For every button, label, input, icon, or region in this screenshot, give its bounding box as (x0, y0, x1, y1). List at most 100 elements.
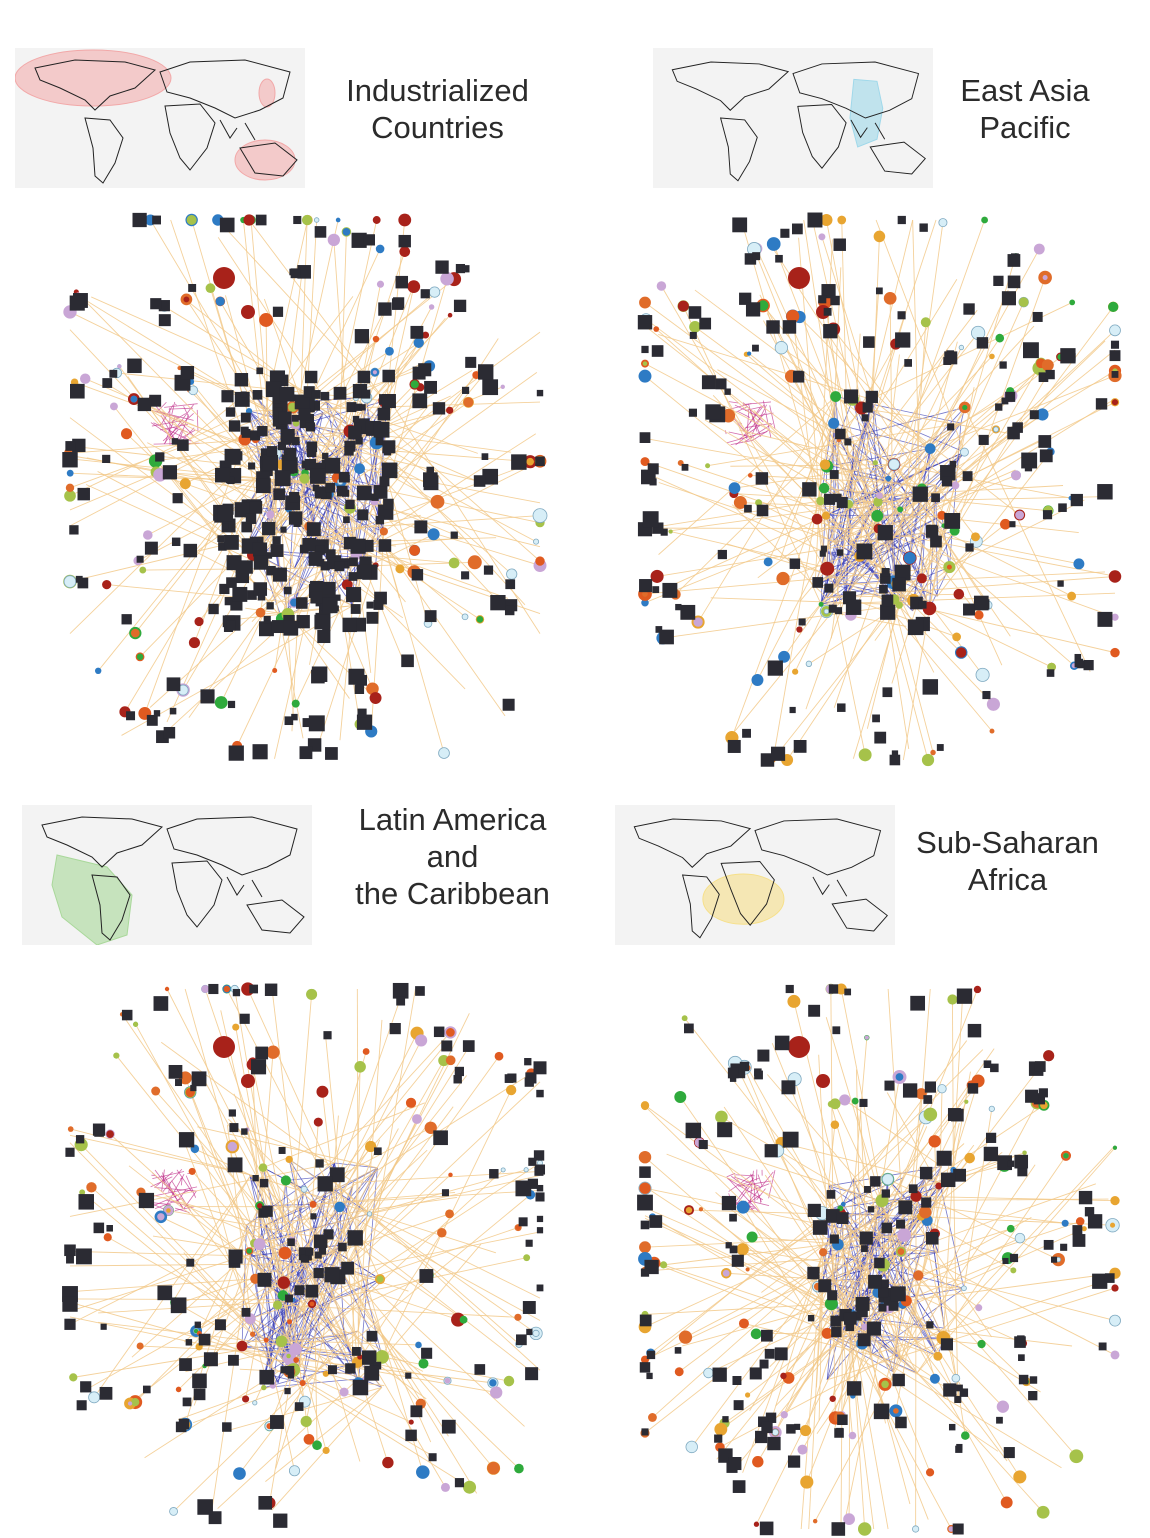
product-square (522, 1301, 536, 1314)
product-square (175, 1079, 182, 1087)
product-square (888, 1300, 899, 1311)
periphery-edge (717, 369, 895, 465)
product-square (266, 602, 274, 610)
periphery-edge (278, 531, 396, 547)
product-node (440, 271, 454, 286)
panel-header: Sub-Saharan Africa (575, 769, 1150, 969)
periphery-edge (334, 1115, 339, 1164)
product-node (131, 1398, 140, 1407)
product-node (996, 1400, 1010, 1413)
product-node (277, 1276, 291, 1289)
product-square (1095, 398, 1108, 410)
periphery-edge (144, 439, 246, 714)
product-node (641, 598, 649, 607)
product-square (1009, 1253, 1019, 1263)
periphery-edge (781, 1142, 947, 1185)
periphery-edge (249, 1250, 459, 1321)
region-title: Latin America and the Caribbean (330, 801, 575, 912)
product-square (902, 1083, 918, 1098)
product-square (272, 536, 281, 545)
product-node (286, 1353, 291, 1359)
product-square (153, 710, 161, 717)
product-square (646, 1350, 656, 1360)
periphery-edge (731, 488, 825, 738)
product-square (228, 420, 241, 432)
periphery-edge (648, 500, 821, 529)
product-square (1018, 1374, 1029, 1385)
product-square (217, 505, 234, 522)
product-square (830, 295, 840, 306)
product-node (736, 1200, 750, 1214)
product-square (453, 1075, 462, 1084)
product-square (259, 1178, 269, 1188)
product-space-network (0, 969, 575, 1538)
product-square (1074, 653, 1082, 661)
periphery-edge (109, 1133, 286, 1295)
product-square (1024, 464, 1033, 472)
product-square (481, 453, 489, 460)
product-node (1011, 470, 1022, 481)
product-square (819, 550, 826, 557)
periphery-edge (821, 1114, 931, 1214)
product-node (938, 511, 946, 520)
product-node (805, 660, 813, 668)
periphery-edge (747, 1332, 828, 1396)
product-node (929, 1373, 940, 1384)
periphery-edge (323, 1279, 446, 1488)
product-node (407, 280, 421, 293)
product-node (376, 1275, 384, 1283)
product-square (350, 538, 366, 554)
product-square (954, 1395, 962, 1404)
product-square (725, 1242, 732, 1249)
product-square (983, 1060, 992, 1069)
product-node (715, 1110, 728, 1124)
product-square (257, 425, 268, 437)
periphery-edge (832, 1316, 849, 1399)
periphery-edge (720, 1306, 890, 1430)
product-square (880, 604, 896, 620)
periphery-edge (342, 1272, 449, 1437)
product-square (375, 437, 384, 446)
product-node (280, 1175, 291, 1186)
product-square (828, 604, 837, 613)
periphery-edge (265, 1196, 458, 1226)
product-square (881, 594, 894, 607)
product-square (483, 565, 494, 575)
periphery-edge (93, 1174, 252, 1398)
product-square (178, 1418, 190, 1430)
cluster-edge (745, 406, 763, 411)
product-node (685, 1440, 698, 1454)
product-node (272, 1300, 283, 1310)
periphery-edge (791, 376, 879, 529)
product-square (652, 522, 664, 534)
product-square (820, 545, 828, 552)
periphery-edge (353, 1171, 541, 1183)
product-node (418, 1358, 429, 1369)
product-square (835, 607, 843, 615)
product-node (733, 496, 747, 510)
continent-outlines (41, 816, 305, 941)
product-node (812, 1518, 818, 1524)
edges-layer (69, 219, 541, 759)
product-square (221, 390, 234, 403)
product-square (351, 232, 367, 248)
product-node (1112, 1145, 1118, 1150)
product-square (198, 1333, 211, 1346)
product-square (377, 407, 391, 421)
product-node (839, 1094, 851, 1106)
periphery-edge (861, 407, 1012, 435)
product-square (818, 295, 827, 304)
periphery-edge (879, 485, 1064, 497)
product-square (100, 1323, 107, 1330)
periphery-edge (872, 1234, 1027, 1382)
product-square (944, 351, 958, 365)
product-node (639, 1182, 651, 1194)
product-square (224, 448, 241, 465)
product-square (881, 568, 890, 577)
periphery-edge (266, 1339, 419, 1346)
product-square (761, 1421, 773, 1434)
product-node (818, 233, 826, 241)
product-node (334, 1201, 345, 1213)
product-square (193, 1388, 206, 1401)
product-square (699, 317, 712, 330)
